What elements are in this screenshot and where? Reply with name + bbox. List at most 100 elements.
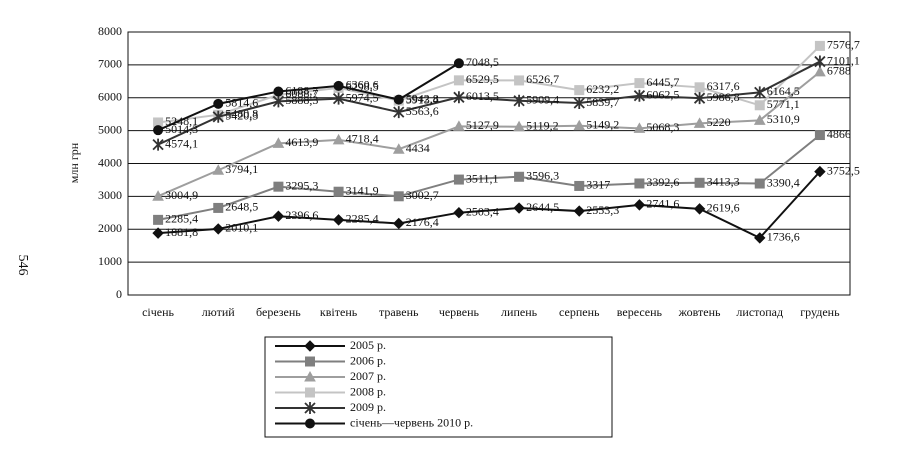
data-label: 2396,6 <box>285 208 318 222</box>
data-label: 3392,6 <box>646 175 679 189</box>
marker <box>814 55 826 68</box>
marker <box>212 110 224 123</box>
data-label: 4613,9 <box>285 135 318 149</box>
x-tick-label: липень <box>501 305 538 319</box>
marker <box>152 138 164 151</box>
marker <box>305 418 315 429</box>
marker <box>272 210 285 222</box>
x-tick-label: березень <box>256 305 301 319</box>
marker <box>814 40 825 51</box>
y-tick-label: 5000 <box>98 122 122 136</box>
y-tick-label: 8000 <box>98 24 122 38</box>
data-label: 3002,7 <box>406 188 439 202</box>
data-label: 2010,1 <box>225 221 258 235</box>
data-label: 7048,5 <box>466 55 499 69</box>
series-line <box>157 62 460 132</box>
data-label: 5913,4 <box>406 92 439 106</box>
legend-label: 2007 р. <box>350 369 386 383</box>
data-label: 5248,1 <box>165 114 198 128</box>
marker <box>152 227 164 239</box>
data-label: 4574,1 <box>165 136 198 150</box>
marker <box>212 223 224 235</box>
series-line <box>157 45 821 124</box>
data-label: 5814,6 <box>225 96 258 110</box>
data-label: 5909,4 <box>526 92 559 106</box>
marker <box>332 92 345 105</box>
marker <box>272 137 285 148</box>
marker <box>754 178 765 189</box>
data-label: 5942,8 <box>406 91 439 105</box>
x-tick-label: грудень <box>800 305 840 319</box>
marker <box>453 206 465 219</box>
marker <box>513 120 525 132</box>
marker <box>514 75 525 86</box>
data-label: 4718,4 <box>346 132 379 146</box>
marker <box>304 340 316 352</box>
marker <box>453 58 464 69</box>
marker <box>513 94 525 107</box>
data-label: 7576,7 <box>827 38 860 52</box>
series-line <box>157 71 821 198</box>
x-tick-label: червень <box>439 305 480 319</box>
legend-box <box>264 336 613 438</box>
data-label: 5068,3 <box>646 120 679 134</box>
data-label: 5310,9 <box>767 112 800 126</box>
data-label: 6062,5 <box>646 87 679 101</box>
legend-label: 2008 р. <box>350 384 386 398</box>
x-tick-label: листопад <box>736 305 783 319</box>
marker <box>573 119 586 131</box>
data-label: 2648,5 <box>225 200 258 214</box>
marker <box>754 100 765 111</box>
data-label: 6013,5 <box>466 89 499 103</box>
data-label: 5014,3 <box>165 122 198 136</box>
legend-label: січень—червень 2010 р. <box>350 415 473 429</box>
data-label: 2176,4 <box>406 215 439 229</box>
marker <box>634 78 645 89</box>
data-label: 5127,9 <box>466 118 499 132</box>
data-label: 5220 <box>707 115 731 129</box>
y-tick-label: 2000 <box>98 221 122 235</box>
marker <box>332 133 345 145</box>
x-tick-label: серпень <box>559 305 600 319</box>
data-label: 2741,6 <box>646 197 679 211</box>
data-label: 5563,6 <box>406 104 439 118</box>
marker <box>814 130 825 141</box>
data-label: 3511,1 <box>466 171 499 185</box>
data-label: 6188,7 <box>285 83 318 97</box>
data-label: 6788 <box>827 64 851 78</box>
marker <box>814 65 826 77</box>
data-label: 5974,5 <box>346 90 379 104</box>
data-label: 5149,2 <box>586 117 619 131</box>
x-tick-label: січень <box>142 305 174 319</box>
marker <box>152 190 164 201</box>
x-tick-label: лютий <box>202 305 235 319</box>
marker <box>513 202 525 214</box>
data-label: 2644,5 <box>526 200 559 214</box>
series-line <box>157 134 821 221</box>
series-line <box>158 170 821 240</box>
marker <box>393 191 404 202</box>
data-label: 6526,7 <box>526 72 559 86</box>
data-label: 2285,4 <box>165 212 198 226</box>
marker <box>694 82 705 93</box>
data-label: 2503,4 <box>466 204 499 218</box>
data-label: 3004,9 <box>165 188 198 202</box>
marker <box>332 214 345 226</box>
data-label: 3596,3 <box>526 169 559 183</box>
marker <box>305 387 315 398</box>
data-label: 5480,8 <box>225 107 258 121</box>
data-label: 5839,7 <box>586 95 619 109</box>
marker <box>753 114 766 125</box>
data-label: 6360,6 <box>346 78 379 92</box>
marker <box>573 97 585 110</box>
marker <box>392 143 405 154</box>
page-number: 546 <box>15 255 30 276</box>
y-axis-label: млн грн <box>67 142 81 183</box>
data-label: 5888,3 <box>285 93 318 107</box>
data-label: 6164,5 <box>767 84 800 98</box>
data-label: 3752,5 <box>827 163 860 177</box>
data-label: 1736,6 <box>767 230 800 244</box>
data-label: 6232,2 <box>586 82 619 96</box>
marker <box>633 122 646 133</box>
